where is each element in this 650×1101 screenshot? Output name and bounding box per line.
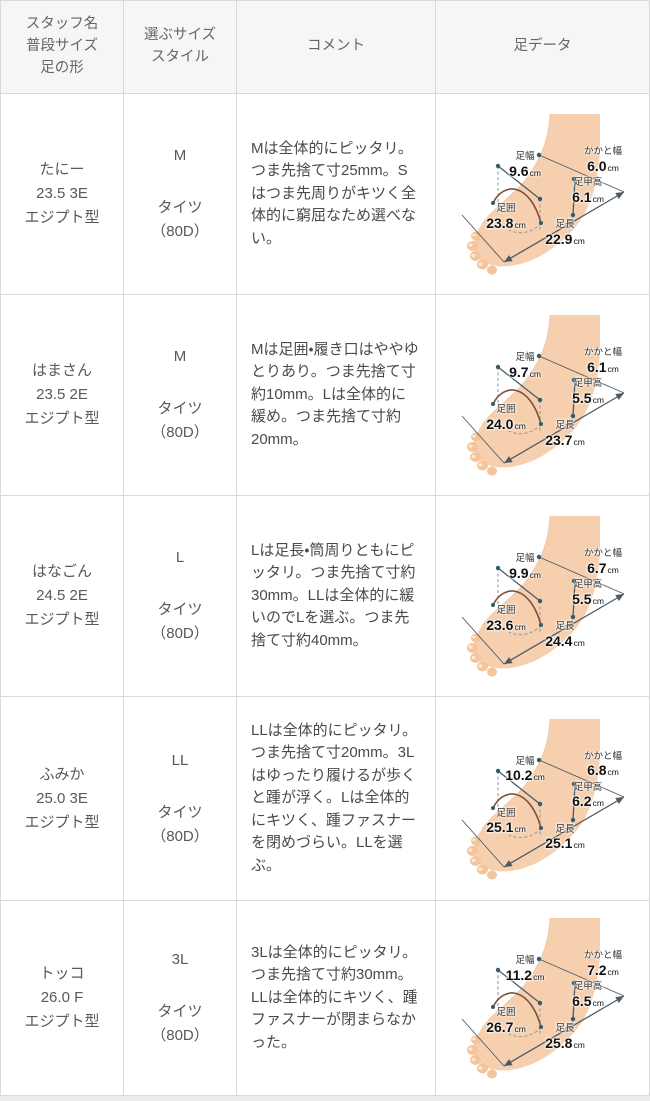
foot-girth-label: 足囲 23.6cm (486, 605, 526, 633)
foot-data-cell: 足幅 9.6cm かかと幅 6.0cm 足甲高 6.1cm 足囲 23.8cm … (436, 94, 649, 294)
size-cell: L タイツ （80D） (124, 496, 236, 696)
heel-width-label: かかと幅 7.2cm (583, 950, 623, 978)
foot-width-label: 足幅 9.7cm (509, 352, 541, 380)
size-style: タイツ （80D） (151, 400, 209, 441)
foot-length-label: 足長 25.8cm (545, 1023, 585, 1051)
comment-cell: Lは足長・筒周りともにピッタリ。つま先捨て寸約30mm。LLは全体的に緩いのでL… (237, 496, 435, 696)
foot-width-label: 足幅 9.9cm (509, 553, 541, 581)
staff-name-cell: はなごん 24.5 2E エジプト型 (1, 496, 123, 696)
heel-width-label: かかと幅 6.7cm (583, 548, 623, 576)
size-style: タイツ （80D） (151, 1003, 209, 1044)
comment-text: Mは足囲・履き口はややゆとりあり。つま先捨て寸約10mm。Lは全体的に緩め。つま… (251, 340, 419, 448)
foot-width-label: 足幅 9.6cm (509, 151, 541, 179)
foot-width-label: 足幅 10.2cm (505, 755, 545, 784)
heel-width-label: かかと幅 6.8cm (583, 750, 623, 779)
foot-measurement-diagram: 足幅 10.2cm かかと幅 6.8cm 足甲高 6.2cm 足囲 25.1cm… (436, 699, 649, 899)
foot-length-label: 足長 23.7cm (545, 420, 585, 448)
foot-data-cell: 足幅 9.7cm かかと幅 6.1cm 足甲高 5.5cm 足囲 24.0cm … (436, 295, 649, 495)
heel-width-label: かかと幅 6.0cm (583, 146, 623, 174)
foot-length-label: 足長 24.4cm (545, 621, 585, 649)
foot-length-label: 足長 25.1cm (545, 823, 585, 852)
foot-data-cell: 足幅 9.9cm かかと幅 6.7cm 足甲高 5.5cm 足囲 23.6cm … (436, 496, 649, 696)
comment-text: Mは全体的にピッタリ。つま先捨て寸25mm。Sはつま先周りがキツく全体的に窮屈な… (251, 139, 417, 247)
foot-photo-illustration (461, 113, 625, 275)
foot-length-label: 足長 22.9cm (545, 219, 585, 247)
staff-name-cell: はまさん 23.5 2E エジプト型 (1, 295, 123, 495)
foot-girth-label: 足囲 23.8cm (486, 203, 526, 231)
size-style: タイツ （80D） (151, 601, 209, 642)
instep-height-label: 足甲高 6.1cm (572, 177, 604, 205)
comment-text: LLは全体的にピッタリ。つま先捨て寸20mm。3Lはゆったり履けるが歩くと踵が浮… (251, 721, 418, 874)
size-value: LL (171, 751, 189, 769)
heel-width-label: かかと幅 6.1cm (583, 347, 623, 375)
comment-cell: Mは全体的にピッタリ。つま先捨て寸25mm。Sはつま先周りがキツく全体的に窮屈な… (237, 94, 435, 294)
header-foot-data: 足データ (436, 1, 649, 93)
foot-data-cell: 足幅 10.2cm かかと幅 6.8cm 足甲高 6.2cm 足囲 25.1cm… (436, 697, 649, 900)
staff-name-cell: たにー 23.5 3E エジプト型 (1, 94, 123, 294)
foot-photo-illustration (461, 718, 625, 879)
comment-cell: 3Lは全体的にピッタリ。つま先捨て寸約30mm。LLは全体的にキツく、踵ファスナ… (237, 901, 435, 1095)
size-style: タイツ （80D） (151, 803, 209, 845)
comment-text: 3Lは全体的にピッタリ。つま先捨て寸約30mm。LLは全体的にキツく、踵ファスナ… (251, 943, 418, 1051)
size-value: 3L (171, 951, 189, 968)
foot-measurement-diagram: 足幅 11.2cm かかと幅 7.2cm 足甲高 6.5cm 足囲 26.7cm… (436, 901, 649, 1095)
foot-measurement-diagram: 足幅 9.6cm かかと幅 6.0cm 足甲高 6.1cm 足囲 23.8cm … (436, 94, 649, 294)
header-staff: スタッフ名 普段サイズ 足の形 (1, 1, 123, 93)
foot-measurement-diagram: 足幅 9.7cm かかと幅 6.1cm 足甲高 5.5cm 足囲 24.0cm … (436, 295, 649, 495)
foot-photo-illustration (461, 917, 625, 1079)
size-cell: 3L タイツ （80D） (124, 901, 236, 1095)
staff-name-cell: トッコ 26.0 F エジプト型 (1, 901, 123, 1095)
size-cell: M タイツ （80D） (124, 295, 236, 495)
instep-height-label: 足甲高 6.2cm (572, 781, 604, 810)
foot-girth-label: 足囲 24.0cm (486, 404, 526, 432)
header-size: 選ぶサイズ スタイル (124, 1, 236, 93)
comment-text: Lは足長・筒周りともにピッタリ。つま先捨て寸約30mm。LLは全体的に緩いのでL… (251, 541, 416, 649)
foot-photo-illustration (461, 515, 625, 677)
instep-height-label: 足甲高 6.5cm (572, 981, 604, 1009)
header-comment: コメント (237, 1, 435, 93)
foot-data-cell: 足幅 11.2cm かかと幅 7.2cm 足甲高 6.5cm 足囲 26.7cm… (436, 901, 649, 1095)
size-value: M (173, 147, 187, 164)
foot-girth-label: 足囲 26.7cm (486, 1007, 526, 1035)
size-value: L (175, 549, 185, 566)
comment-cell: Mは足囲・履き口はややゆとりあり。つま先捨て寸約10mm。Lは全体的に緩め。つま… (237, 295, 435, 495)
foot-photo-illustration (461, 314, 625, 476)
comment-cell: LLは全体的にピッタリ。つま先捨て寸20mm。3Lはゆったり履けるが歩くと踵が浮… (237, 697, 435, 900)
staff-name-cell: ふみか 25.0 3E エジプト型 (1, 697, 123, 900)
instep-height-label: 足甲高 5.5cm (572, 378, 604, 406)
size-style: タイツ （80D） (151, 199, 209, 240)
foot-measurement-diagram: 足幅 9.9cm かかと幅 6.7cm 足甲高 5.5cm 足囲 23.6cm … (436, 496, 649, 696)
foot-width-label: 足幅 11.2cm (505, 955, 545, 983)
foot-girth-label: 足囲 25.1cm (486, 807, 526, 836)
size-cell: LL タイツ （80D） (124, 697, 236, 900)
size-value: M (173, 348, 187, 365)
size-cell: M タイツ （80D） (124, 94, 236, 294)
instep-height-label: 足甲高 5.5cm (572, 579, 604, 607)
